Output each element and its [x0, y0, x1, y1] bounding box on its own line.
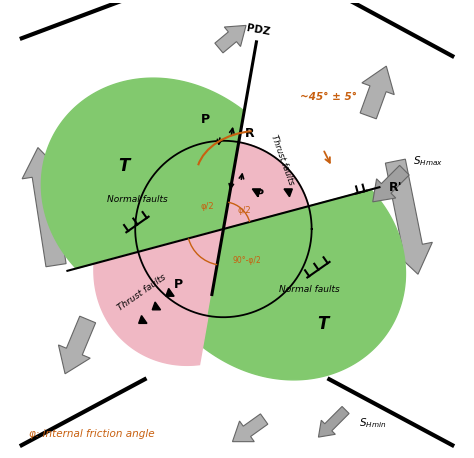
Polygon shape	[223, 142, 309, 229]
Polygon shape	[139, 316, 147, 323]
Text: P: P	[255, 189, 264, 199]
Polygon shape	[284, 189, 292, 196]
Polygon shape	[232, 414, 268, 442]
Text: Thrust faults: Thrust faults	[116, 273, 168, 312]
Polygon shape	[135, 141, 239, 252]
Polygon shape	[215, 25, 246, 53]
Text: T: T	[317, 315, 328, 333]
Text: T: T	[118, 157, 129, 174]
Polygon shape	[138, 229, 223, 316]
Text: P: P	[173, 278, 183, 291]
Polygon shape	[360, 66, 394, 119]
Polygon shape	[41, 78, 244, 268]
Text: $S_{Hmin}$: $S_{Hmin}$	[359, 417, 386, 431]
Text: Normal faults: Normal faults	[107, 195, 168, 204]
Polygon shape	[208, 206, 311, 317]
Text: P: P	[201, 113, 210, 125]
Text: PDZ: PDZ	[246, 23, 271, 38]
Polygon shape	[385, 159, 432, 274]
Polygon shape	[135, 141, 239, 252]
Polygon shape	[94, 229, 223, 365]
Text: 90°-φ/2: 90°-φ/2	[232, 256, 261, 265]
Polygon shape	[166, 289, 174, 296]
Polygon shape	[252, 189, 261, 196]
Polygon shape	[208, 206, 311, 317]
Polygon shape	[58, 316, 96, 374]
Polygon shape	[202, 190, 405, 380]
Text: φ/2: φ/2	[201, 202, 214, 211]
Text: Normal faults: Normal faults	[279, 285, 340, 294]
Polygon shape	[373, 165, 409, 202]
Text: R: R	[245, 127, 255, 140]
Text: φ/2: φ/2	[237, 207, 251, 215]
Text: ~45° ± 5°: ~45° ± 5°	[301, 92, 357, 102]
Text: $S_{Hmax}$: $S_{Hmax}$	[413, 154, 443, 168]
Text: φ: internal friction angle: φ: internal friction angle	[29, 430, 155, 439]
Polygon shape	[319, 406, 349, 437]
Text: Thrust faults: Thrust faults	[269, 133, 295, 186]
Polygon shape	[138, 229, 223, 316]
Polygon shape	[22, 147, 66, 267]
Polygon shape	[152, 302, 161, 310]
Polygon shape	[223, 142, 309, 229]
Text: R': R'	[389, 181, 402, 194]
